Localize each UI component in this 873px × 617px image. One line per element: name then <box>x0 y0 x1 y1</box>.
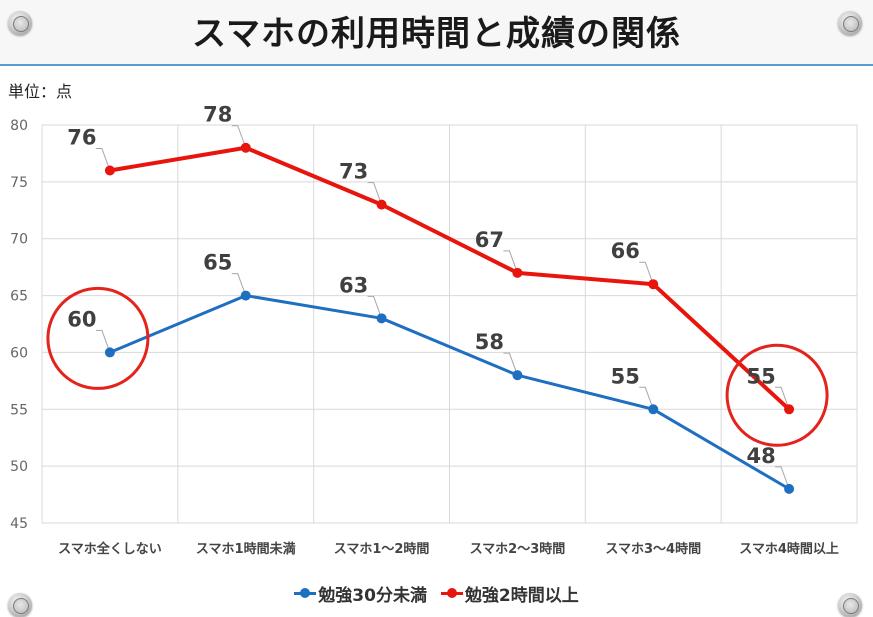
legend-label-series-1: 勉強2時間以上 <box>464 586 579 606</box>
y-tick-label-4: 65 <box>10 289 28 305</box>
leader-line-1-5 <box>775 386 790 410</box>
data-point-0-3 <box>512 370 523 381</box>
leader-line-0-4 <box>639 386 654 410</box>
y-tick-label-0: 45 <box>10 516 28 532</box>
y-tick-label-7: 80 <box>10 118 28 134</box>
data-point-0-0 <box>104 347 115 358</box>
x-tick-label-0: スマホ全くしない <box>58 541 162 557</box>
line-chart: 45 50 55 60 65 70 75 80 スマホ全くしない スマホ1時間未満 スマホ1～2時間… <box>10 103 858 557</box>
leader-line-1-3 <box>503 250 518 273</box>
leader-line-0-0 <box>95 329 111 353</box>
y-tick-label-5: 70 <box>10 232 28 248</box>
data-point-1-2 <box>376 199 387 210</box>
highlight-circle-1 <box>725 343 829 447</box>
legend-item-series-0: 勉強30分未満 <box>294 581 427 606</box>
data-label-0-4: 55 <box>611 364 640 388</box>
legend-marker-series-1 <box>440 588 463 598</box>
y-tick-label-3: 60 <box>10 345 28 361</box>
data-point-0-1 <box>240 290 251 301</box>
data-label-1-1: 78 <box>203 103 232 127</box>
x-tick-label-5: スマホ4時間以上 <box>739 541 839 557</box>
y-tick-label-1: 50 <box>10 459 28 475</box>
data-label-1-5: 55 <box>746 364 775 388</box>
screw-top-left-icon <box>8 11 32 35</box>
legend-marker-series-0 <box>294 588 317 598</box>
data-point-0-5 <box>784 483 795 494</box>
data-label-1-4: 66 <box>611 239 640 263</box>
data-point-1-4 <box>648 279 659 290</box>
x-tick-label-3: スマホ2～3時間 <box>470 541 566 557</box>
chart-title: スマホの利用時間と成績の関係 <box>192 14 681 54</box>
header-bar: スマホの利用時間と成績の関係 <box>0 0 873 66</box>
data-point-1-5 <box>784 404 795 415</box>
y-tick-label-2: 55 <box>10 402 28 418</box>
unit-label: 単位：点 <box>8 82 73 101</box>
y-tick-label-6: 75 <box>10 175 28 191</box>
leader-line-0-5 <box>775 466 790 490</box>
data-label-0-3: 58 <box>475 330 504 354</box>
x-tick-label-4: スマホ3～4時間 <box>605 541 701 557</box>
data-label-1-2: 73 <box>339 160 368 184</box>
x-tick-label-2: スマホ1～2時間 <box>334 541 430 557</box>
data-label-1-3: 67 <box>475 228 504 252</box>
leader-line-1-1 <box>231 125 247 148</box>
leader-line-1-2 <box>367 182 383 205</box>
legend: 勉強30分未満 勉強2時間以上 <box>0 580 873 606</box>
legend-item-series-1: 勉強2時間以上 <box>440 581 579 606</box>
data-point-1-3 <box>512 267 523 278</box>
series-line-1 <box>109 145 791 411</box>
highlight-circle-0 <box>46 286 150 390</box>
screw-top-right-icon <box>838 11 862 35</box>
data-label-0-0: 60 <box>67 307 96 331</box>
series-line-0 <box>109 294 790 491</box>
x-tick-label-1: スマホ1時間未満 <box>196 541 296 557</box>
data-point-1-1 <box>240 142 251 153</box>
leader-line-0-3 <box>503 352 518 376</box>
leader-line-1-0 <box>95 147 111 171</box>
leader-line-1-4 <box>639 261 654 285</box>
data-label-0-2: 63 <box>339 273 368 297</box>
leader-line-0-1 <box>231 273 247 296</box>
data-point-0-4 <box>648 404 659 415</box>
data-label-0-1: 65 <box>203 251 232 275</box>
legend-label-series-0: 勉強30分未満 <box>318 586 427 606</box>
data-point-1-0 <box>104 165 115 176</box>
data-label-0-5: 48 <box>746 444 775 468</box>
data-label-1-0: 76 <box>67 125 96 149</box>
leader-line-0-2 <box>367 295 383 319</box>
data-point-0-2 <box>376 313 387 324</box>
